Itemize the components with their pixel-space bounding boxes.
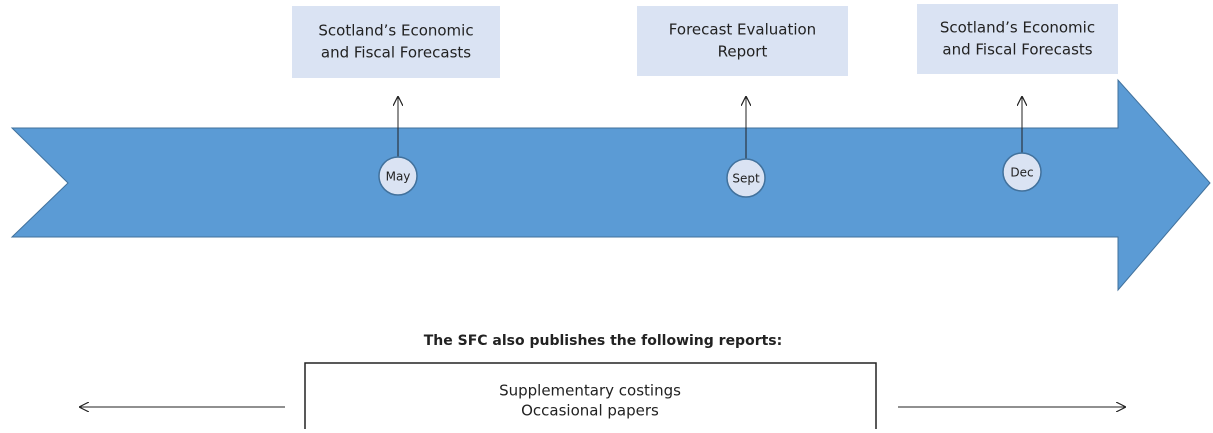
report-label: Scotland’s Economic (940, 19, 1095, 37)
report-box (292, 6, 500, 78)
report-box (917, 4, 1118, 74)
month-label: May (386, 170, 411, 184)
month-marker (726, 158, 766, 198)
report-label: Report (718, 43, 768, 61)
month-marker (378, 156, 418, 196)
other-reports-heading: The SFC also publishes the following rep… (424, 333, 782, 349)
other-reports-box (304, 362, 877, 433)
month-marker (1002, 152, 1042, 192)
month-label: Sept (732, 172, 760, 186)
month-label: Dec (1010, 166, 1033, 180)
report-box (637, 6, 848, 76)
report-label: and Fiscal Forecasts (942, 41, 1092, 59)
report-label: and Fiscal Forecasts (321, 44, 471, 62)
timeline-arrow (10, 78, 1211, 292)
other-report-item: Supplementary costings (499, 382, 681, 400)
report-label: Scotland’s Economic (318, 22, 473, 40)
other-report-item: Occasional papers (521, 402, 659, 420)
report-label: Forecast Evaluation (669, 21, 816, 39)
